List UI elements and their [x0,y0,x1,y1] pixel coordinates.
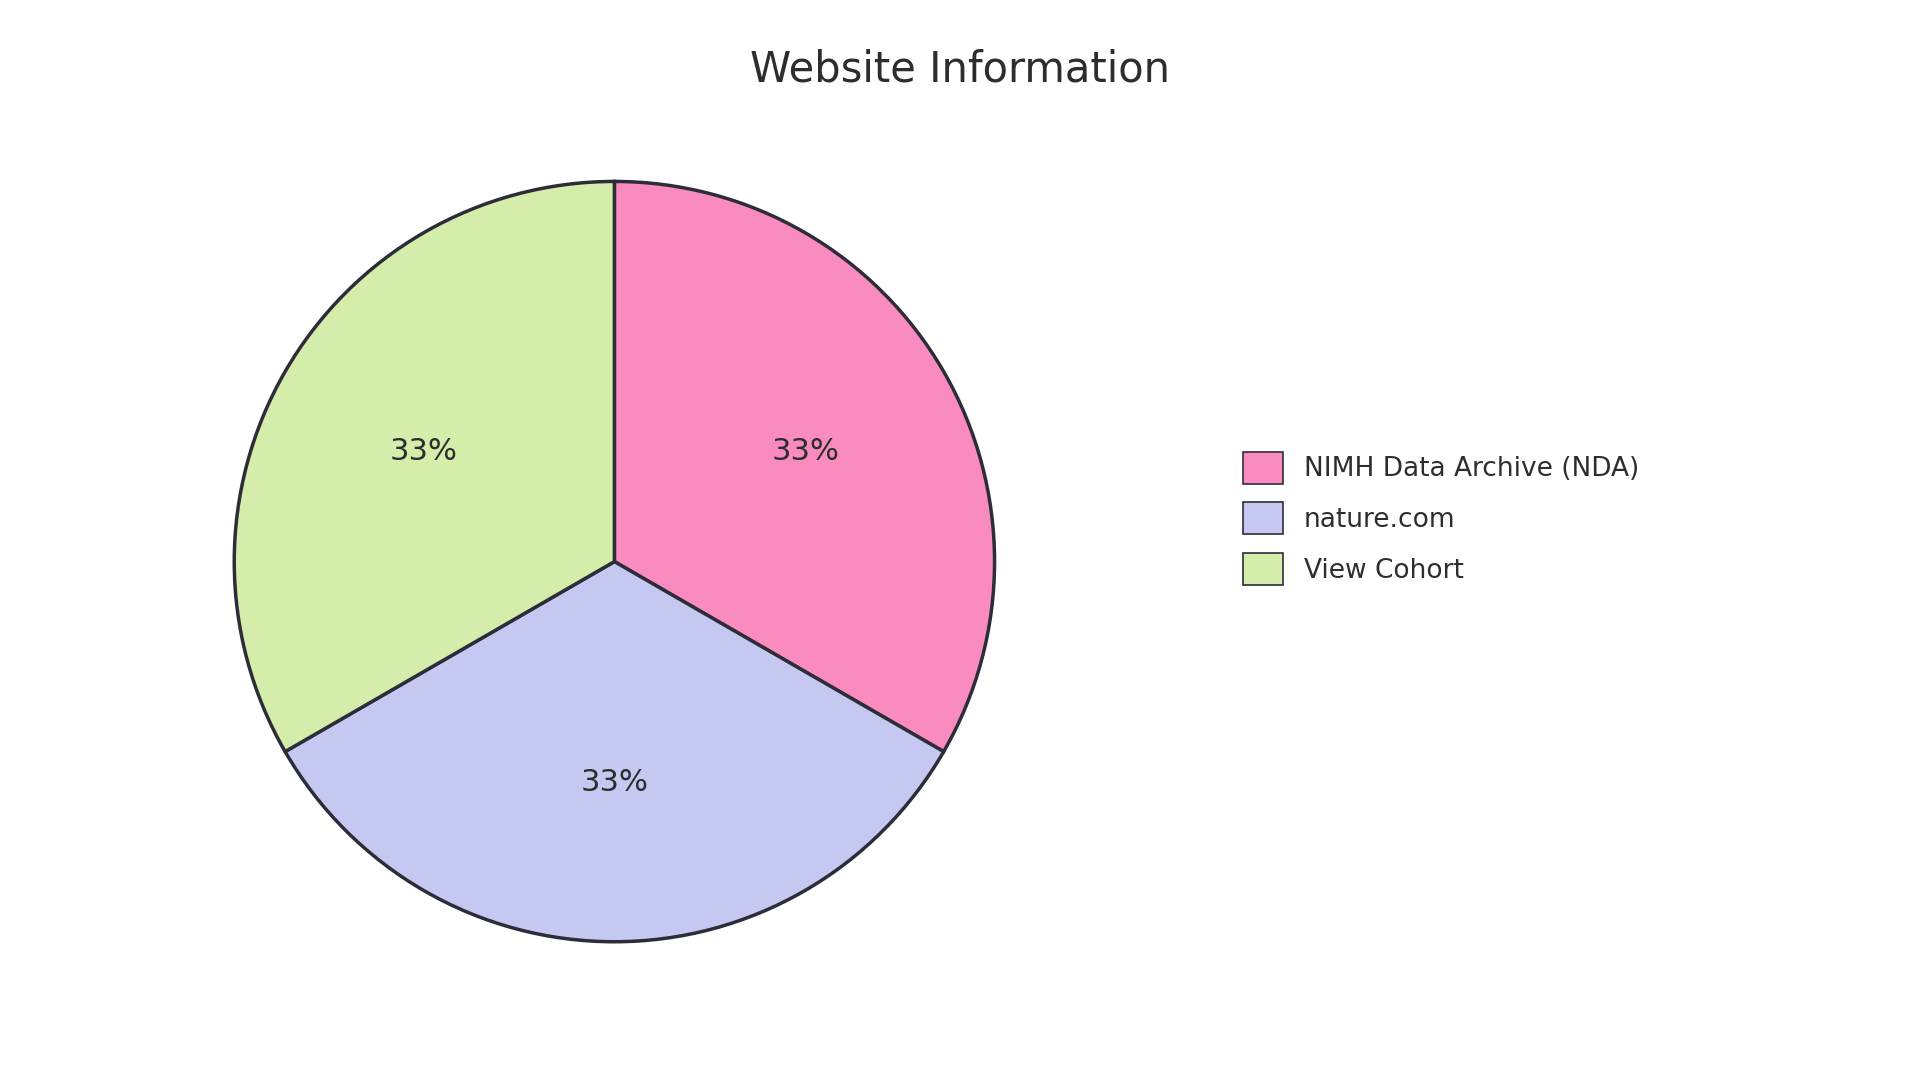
Wedge shape [614,181,995,752]
Wedge shape [234,181,614,752]
Legend: NIMH Data Archive (NDA), nature.com, View Cohort: NIMH Data Archive (NDA), nature.com, Vie… [1233,441,1649,596]
Text: Website Information: Website Information [751,49,1169,91]
Wedge shape [286,562,943,942]
Text: 33%: 33% [772,436,839,465]
Text: 33%: 33% [580,768,649,797]
Text: 33%: 33% [390,436,457,465]
